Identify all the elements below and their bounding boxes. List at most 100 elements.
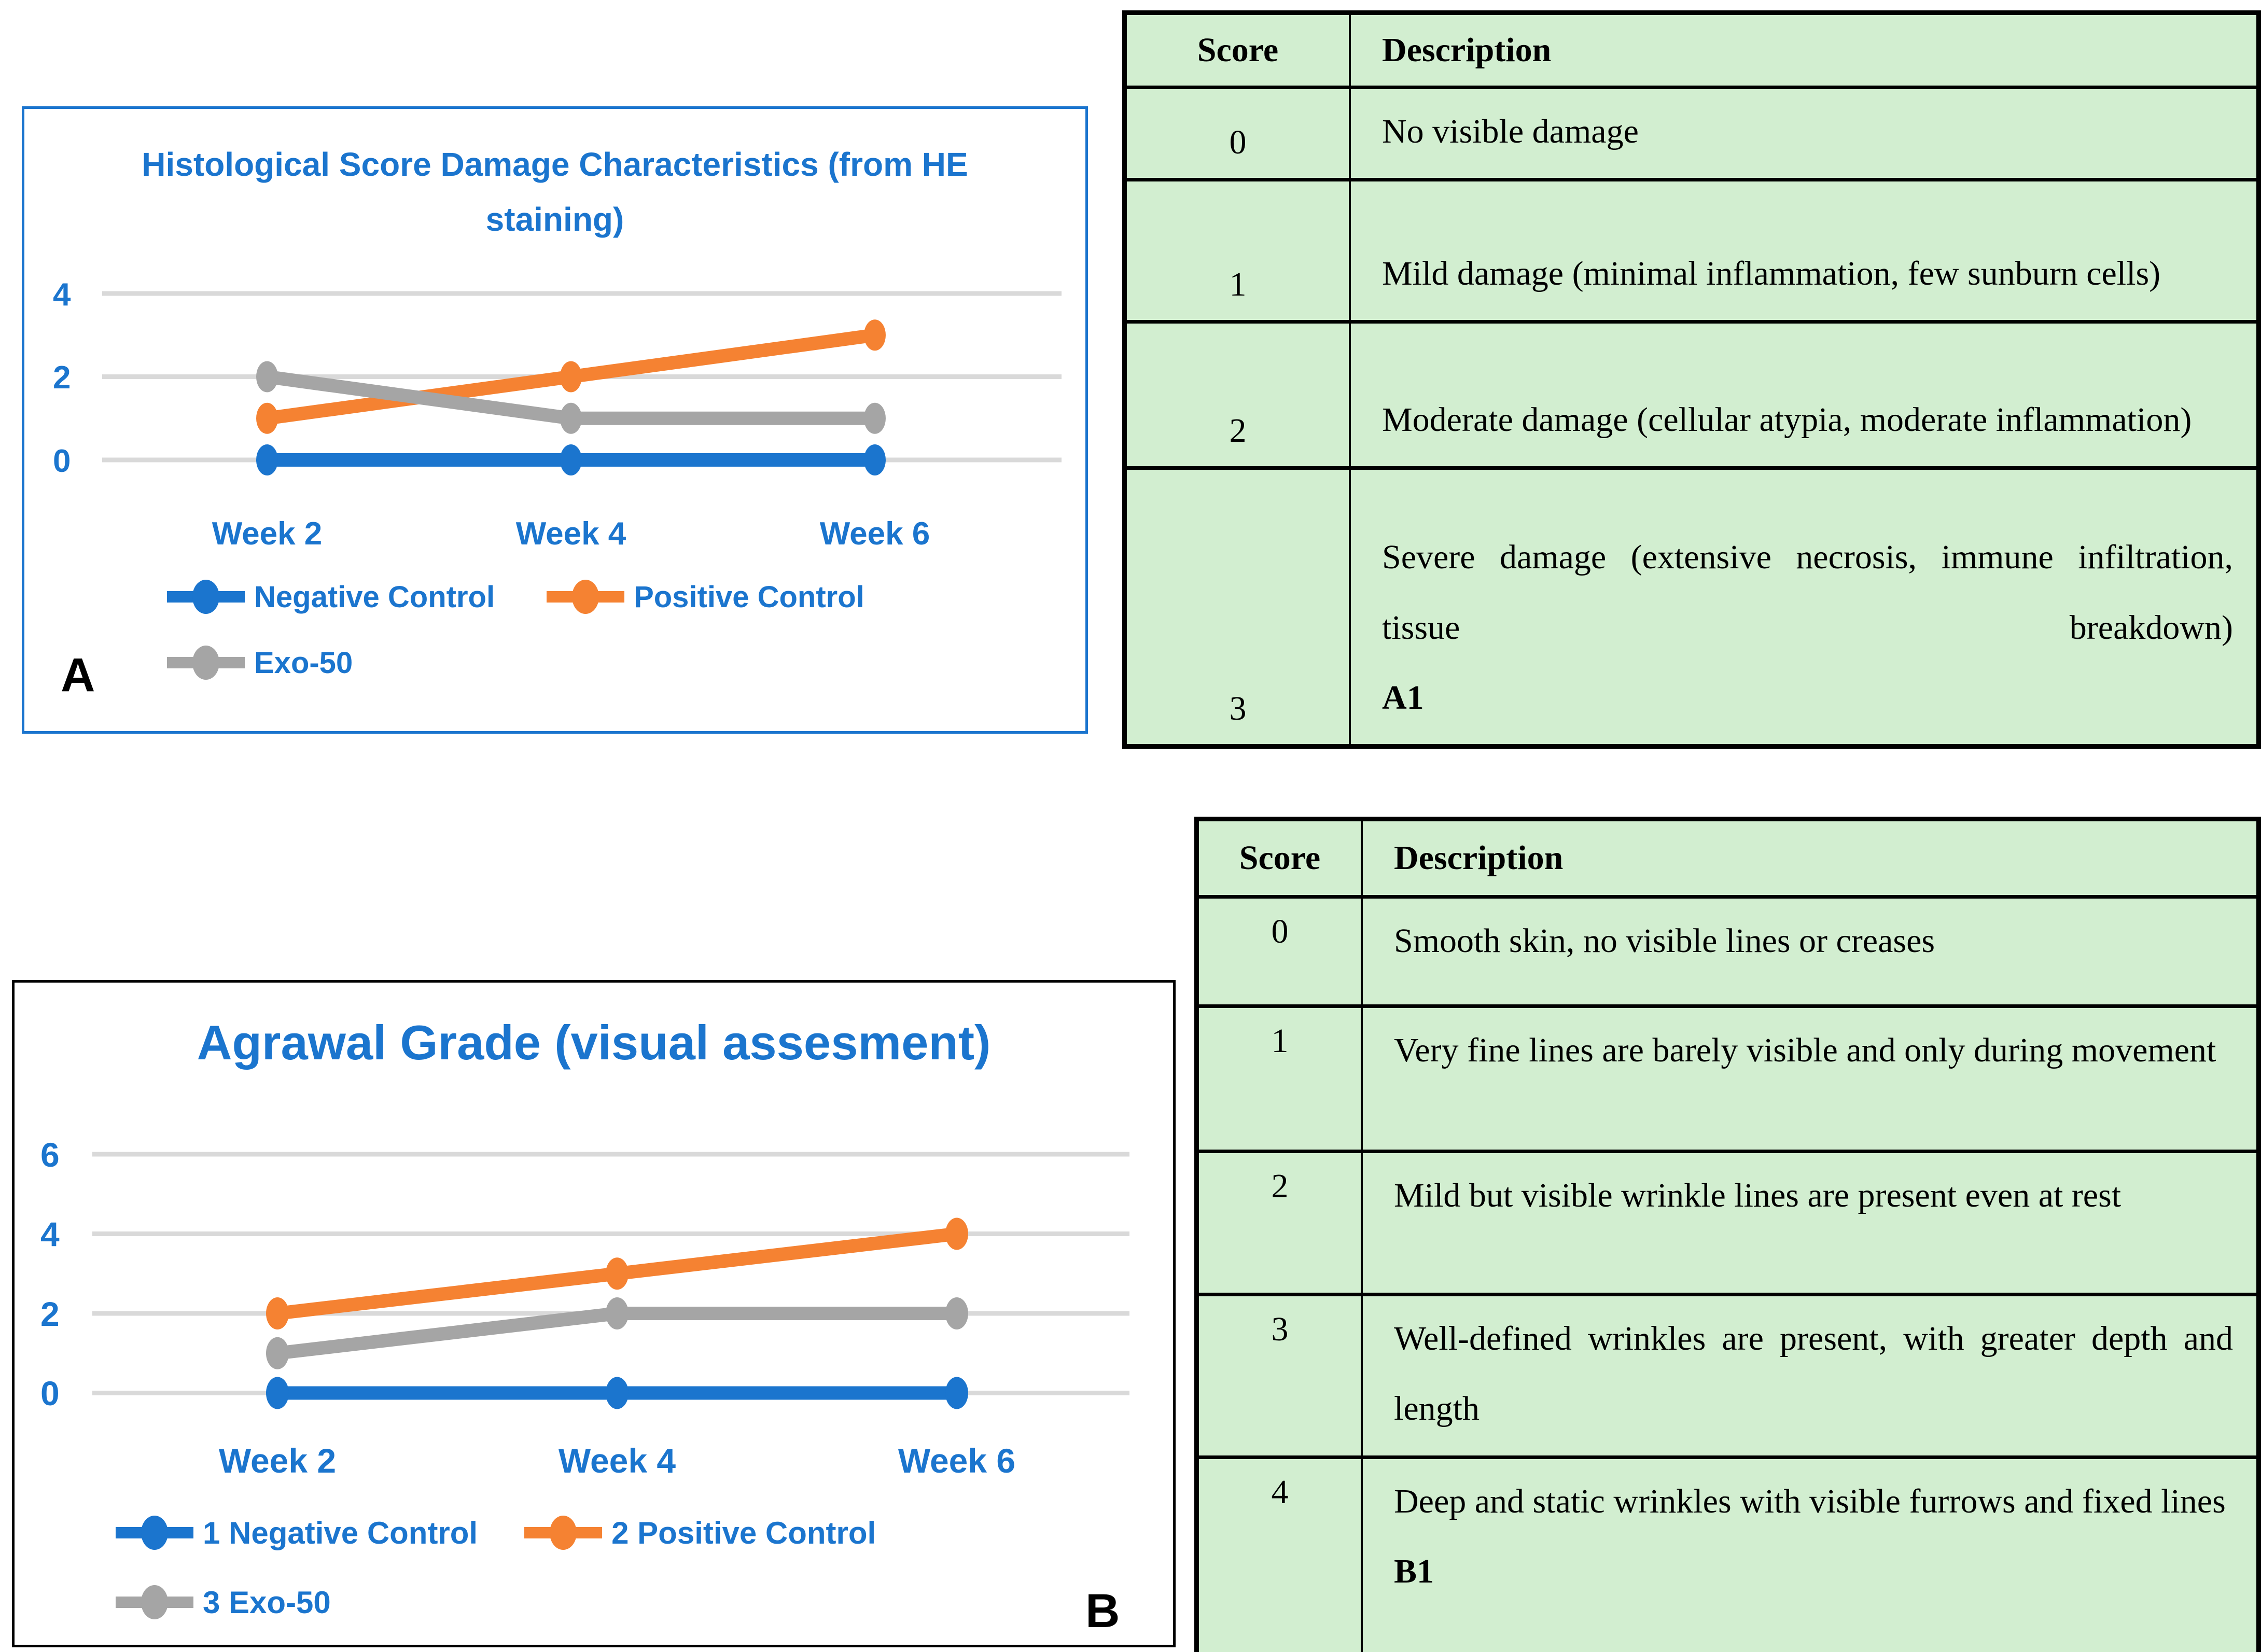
legend-label: Positive Control bbox=[634, 580, 864, 614]
score-table-a1: Score Description 0 No visible damage 1 … bbox=[1122, 10, 2261, 749]
data-point-marker bbox=[266, 1297, 289, 1329]
legend-marker-icon bbox=[167, 580, 245, 614]
legend-dot bbox=[141, 1585, 168, 1619]
description-text: Mild but visible wrinkle lines are prese… bbox=[1394, 1177, 2122, 1214]
description-cell: Deep and static wrinkles with visible fu… bbox=[1362, 1455, 2259, 1652]
header-description: Description bbox=[1362, 817, 2259, 899]
legend-dot bbox=[141, 1516, 168, 1550]
data-point-marker bbox=[606, 1297, 629, 1329]
table-row: 2 Moderate damage (cellular atypia, mode… bbox=[1124, 320, 2259, 470]
table-row: 1 Mild damage (minimal inflammation, few… bbox=[1124, 178, 2259, 324]
data-point-marker bbox=[606, 1377, 629, 1409]
score-cell: 0 bbox=[1124, 85, 1351, 182]
legend-item-negative-control: 1 Negative Control bbox=[116, 1514, 478, 1551]
score-cell: 1 bbox=[1124, 178, 1351, 324]
legend-label: 3 Exo-50 bbox=[203, 1585, 331, 1620]
table-row: 0 Smooth skin, no visible lines or creas… bbox=[1196, 895, 2259, 1008]
table-header-row: Score Description bbox=[1196, 817, 2259, 899]
score-cell: 2 bbox=[1124, 320, 1351, 470]
description-text: No visible damage bbox=[1382, 113, 1639, 150]
data-point-marker bbox=[560, 444, 582, 475]
data-point-marker bbox=[864, 319, 886, 351]
x-tick-label: Week 2 bbox=[219, 1441, 336, 1480]
legend-marker-icon bbox=[167, 646, 245, 680]
y-tick-label: 0 bbox=[40, 1374, 60, 1412]
legend-item-exo-50: 3 Exo-50 bbox=[116, 1584, 331, 1621]
legend-label: 1 Negative Control bbox=[203, 1515, 478, 1550]
x-tick-label: Week 6 bbox=[820, 516, 930, 552]
table-row: 4 Deep and static wrinkles with visible … bbox=[1196, 1455, 2259, 1652]
description-text: Severe damage (extensive necrosis, immun… bbox=[1382, 538, 2233, 647]
chart-panel-a: Histological Score Damage Characteristic… bbox=[22, 106, 1088, 734]
data-point-marker bbox=[560, 361, 582, 393]
legend-marker-icon bbox=[116, 1585, 193, 1619]
legend-label: Negative Control bbox=[254, 580, 495, 614]
header-description: Description bbox=[1350, 11, 2259, 89]
score-cell: 4 bbox=[1196, 1455, 1363, 1652]
legend-label: 2 Positive Control bbox=[611, 1515, 876, 1550]
description-cell: Smooth skin, no visible lines or creases bbox=[1362, 895, 2259, 1008]
x-tick-label: Week 6 bbox=[898, 1441, 1015, 1480]
table-row: 1 Very fine lines are barely visible and… bbox=[1196, 1004, 2259, 1153]
y-tick-label: 6 bbox=[40, 1136, 60, 1174]
chart-b-legend: 1 Negative Control 2 Positive Control 3 … bbox=[116, 1514, 904, 1621]
legend-dot bbox=[192, 580, 219, 614]
table-row: 3 Severe damage (extensive necrosis, imm… bbox=[1124, 466, 2259, 749]
chart-b-title: Agrawal Grade (visual assesment) bbox=[197, 1015, 991, 1070]
legend-marker-icon bbox=[116, 1516, 193, 1550]
legend-marker-icon bbox=[524, 1516, 603, 1550]
chart-a-title: Histological Score Damage Characteristic… bbox=[142, 146, 968, 238]
data-point-marker bbox=[256, 361, 278, 393]
description-text: Very fine lines are barely visible and o… bbox=[1394, 1031, 2216, 1069]
chart-a-legend: Negative Control Positive Control Exo-50 bbox=[167, 578, 909, 681]
score-cell: 1 bbox=[1196, 1004, 1363, 1153]
legend-dot bbox=[550, 1516, 577, 1550]
table-header-row: Score Description bbox=[1124, 11, 2259, 89]
data-point-marker bbox=[266, 1377, 289, 1409]
y-tick-label: 2 bbox=[53, 360, 71, 396]
subpanel-label-a1: A1 bbox=[1382, 679, 1424, 717]
description-cell: Well-defined wrinkles are present, with … bbox=[1362, 1293, 2259, 1459]
data-point-marker bbox=[864, 444, 886, 475]
score-cell: 0 bbox=[1196, 895, 1363, 1008]
description-cell: Mild but visible wrinkle lines are prese… bbox=[1362, 1150, 2259, 1296]
y-tick-label: 2 bbox=[40, 1295, 60, 1333]
legend-marker-icon bbox=[547, 580, 625, 614]
x-tick-label: Week 4 bbox=[559, 1441, 676, 1480]
description-text: Moderate damage (cellular atypia, modera… bbox=[1382, 401, 2192, 439]
data-point-marker bbox=[864, 402, 886, 434]
description-text: Mild damage (minimal inflammation, few s… bbox=[1382, 255, 2161, 292]
chart-b-plot: 6 4 2 0 Week 2 Week 4 Week 6 bbox=[40, 1136, 1129, 1480]
legend-item-exo-50: Exo-50 bbox=[167, 644, 353, 681]
subpanel-label-b1: B1 bbox=[1394, 1552, 1434, 1590]
description-cell: Severe damage (extensive necrosis, immun… bbox=[1350, 466, 2259, 749]
description-text: Well-defined wrinkles are present, with … bbox=[1394, 1320, 2233, 1428]
description-text: Smooth skin, no visible lines or creases bbox=[1394, 922, 1935, 960]
description-cell: Very fine lines are barely visible and o… bbox=[1362, 1004, 2259, 1153]
description-text: Deep and static wrinkles with visible fu… bbox=[1394, 1482, 2226, 1520]
data-point-marker bbox=[266, 1337, 289, 1369]
description-cell: No visible damage bbox=[1350, 85, 2259, 182]
description-cell: Moderate damage (cellular atypia, modera… bbox=[1350, 320, 2259, 470]
description-cell: Mild damage (minimal inflammation, few s… bbox=[1350, 178, 2259, 324]
x-tick-label: Week 2 bbox=[212, 516, 323, 552]
data-point-marker bbox=[945, 1217, 968, 1250]
header-score: Score bbox=[1124, 11, 1351, 89]
legend-item-positive-control: Positive Control bbox=[547, 578, 864, 615]
data-point-marker bbox=[606, 1257, 629, 1290]
score-cell: 3 bbox=[1124, 466, 1351, 749]
score-cell: 3 bbox=[1196, 1293, 1363, 1459]
data-point-marker bbox=[945, 1297, 968, 1329]
y-tick-label: 0 bbox=[53, 443, 71, 479]
data-point-marker bbox=[945, 1377, 968, 1409]
legend-dot bbox=[572, 580, 599, 614]
panel-label-a: A bbox=[61, 649, 95, 702]
legend-label: Exo-50 bbox=[254, 646, 353, 680]
panel-label-b: B bbox=[1085, 1585, 1120, 1637]
chart-panel-b: Agrawal Grade (visual assesment) 6 4 2 0… bbox=[12, 980, 1176, 1647]
table-row: 2 Mild but visible wrinkle lines are pre… bbox=[1196, 1150, 2259, 1296]
score-cell: 2 bbox=[1196, 1150, 1363, 1296]
table-row: 3 Well-defined wrinkles are present, wit… bbox=[1196, 1293, 2259, 1459]
y-tick-label: 4 bbox=[53, 277, 71, 313]
